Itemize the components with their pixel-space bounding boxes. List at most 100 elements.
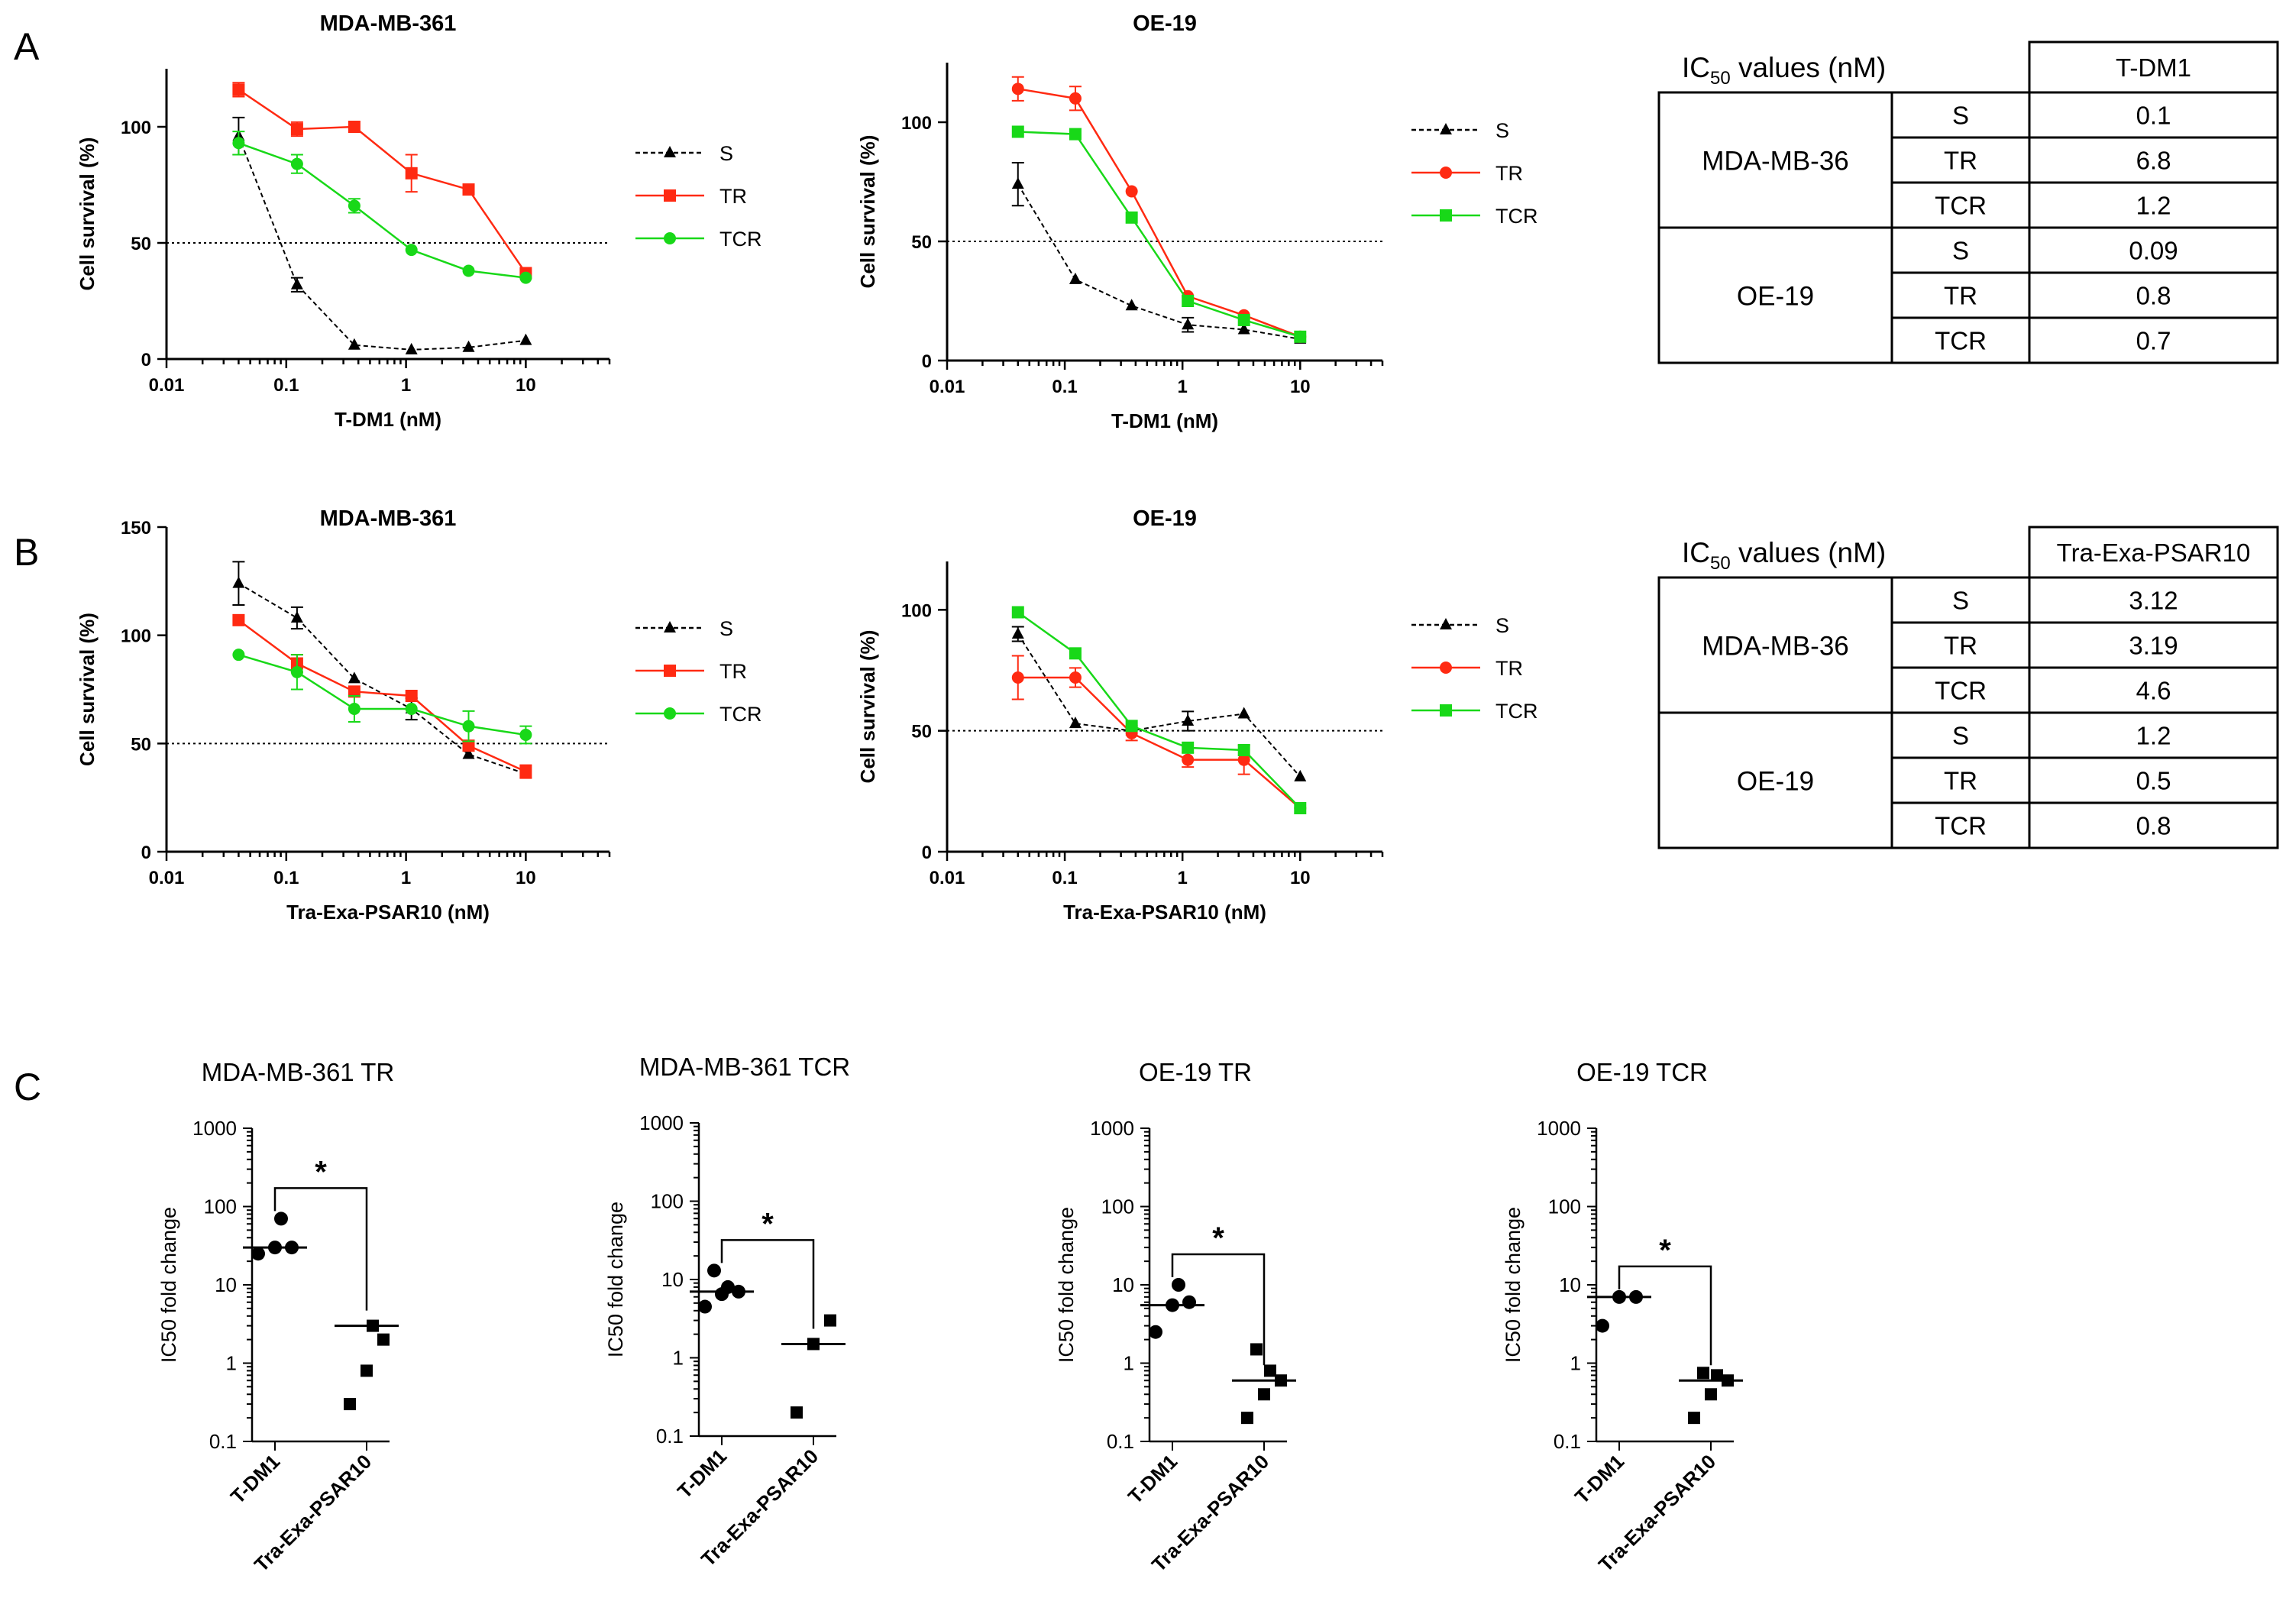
ic50-value: 1.2: [2136, 192, 2171, 220]
data-point-square: [1250, 1343, 1263, 1356]
marker-triangle: [519, 333, 532, 345]
marker-triangle: [290, 277, 303, 290]
row-group-label: MDA-MB-36: [1702, 147, 1849, 176]
marker-square: [1182, 295, 1195, 307]
ic50-value: 0.09: [2129, 237, 2178, 265]
significance-star: *: [761, 1207, 774, 1241]
significance-star: *: [1212, 1221, 1224, 1255]
legend-label: TCR: [1495, 205, 1538, 228]
x-tick-label: 0.01: [930, 868, 965, 888]
chart-title: MDA-MB-361: [320, 506, 457, 531]
data-point-square: [1711, 1369, 1723, 1382]
ic50-value: 6.8: [2136, 147, 2171, 175]
significance-bracket: [273, 1187, 368, 1311]
y-tick-label: 10: [1112, 1273, 1134, 1296]
x-tick-label: 0.01: [149, 868, 185, 888]
y-tick-label: 1: [1570, 1352, 1581, 1375]
scatter-chart-c1: MDA-MB-361 TR 0.1 1 10 100 1000 IC50 fold chan…: [157, 1058, 399, 1576]
marker-triangle: [348, 338, 361, 350]
ic50-value: 0.8: [2136, 812, 2171, 840]
row-label: S: [1952, 237, 1969, 265]
x-tick-label: T-DM1: [226, 1450, 284, 1508]
marker-circle: [664, 707, 676, 720]
x-tick-label: 0.01: [149, 375, 185, 396]
marker-circle: [462, 720, 475, 733]
marker-circle: [1069, 671, 1082, 684]
x-axis-label: Tra-Exa-PSAR10 (nM): [1063, 901, 1266, 924]
x-tick-label: 1: [1178, 377, 1188, 397]
chart-title: OE-19: [1133, 11, 1197, 36]
series-line: [238, 142, 526, 279]
legend-label: S: [1495, 614, 1509, 637]
marker-square: [1440, 704, 1452, 717]
ic50-table-tableb: IC50 values (nM) Tra-Exa-PSAR10 MDA-MB-36 S…: [1657, 526, 2279, 849]
marker-circle: [1440, 167, 1452, 179]
marker-triangle: [1069, 717, 1082, 729]
table-title: IC50 values (nM): [1682, 52, 1886, 89]
marker-square: [462, 183, 475, 196]
y-tick-label: 50: [131, 234, 151, 254]
marker-circle: [1069, 92, 1082, 105]
data-point-square: [377, 1333, 390, 1346]
data-point-square: [344, 1398, 356, 1411]
data-point-circle: [707, 1263, 721, 1278]
y-tick-label: 100: [121, 626, 151, 647]
legend-label: TR: [719, 185, 747, 208]
marker-circle: [348, 199, 361, 212]
y-tick-label: 50: [911, 232, 932, 253]
legend-label: S: [719, 142, 733, 165]
series-line: [1017, 676, 1301, 809]
series-s: [232, 116, 532, 354]
row-label: TCR: [1935, 677, 1987, 705]
marker-circle: [1011, 82, 1024, 95]
marker-square: [1069, 128, 1082, 141]
y-tick-label: 0: [141, 350, 151, 370]
marker-triangle: [1069, 272, 1082, 284]
significance-star: *: [1659, 1234, 1671, 1267]
significance-bracket: [720, 1239, 815, 1329]
marker-triangle: [405, 342, 418, 354]
marker-square: [405, 167, 418, 180]
marker-square: [1440, 209, 1452, 222]
ic50-value: 0.5: [2136, 767, 2171, 795]
marker-circle: [232, 137, 245, 150]
x-tick-label: T-DM1: [1570, 1450, 1628, 1508]
legend-label: TR: [719, 660, 747, 683]
series-line: [1017, 183, 1301, 340]
y-tick-label: 0.1: [209, 1430, 237, 1453]
marker-circle: [462, 264, 475, 277]
y-tick-label: 0: [141, 843, 151, 863]
marker-square: [1182, 741, 1195, 754]
y-tick-label: 0: [922, 843, 932, 863]
y-tick-label: 100: [901, 600, 932, 621]
y-tick-label: 0.1: [1554, 1430, 1581, 1453]
data-point-circle: [1596, 1318, 1609, 1333]
y-tick-label: 10: [661, 1268, 684, 1291]
table-title: IC50 values (nM): [1682, 537, 1886, 574]
marker-circle: [1237, 753, 1250, 766]
data-point-square: [1264, 1364, 1276, 1377]
marker-circle: [290, 157, 303, 170]
row-label: TR: [1944, 767, 1977, 795]
x-tick-label: 0.01: [930, 377, 965, 397]
row-label: S: [1952, 587, 1969, 615]
marker-triangle: [1237, 707, 1250, 719]
legend-label: TR: [1495, 657, 1523, 680]
marker-circle: [664, 232, 676, 244]
marker-circle: [405, 244, 418, 257]
ic50-table-tablea: IC50 values (nM) T-DM1 MDA-MB-36 S 0.1 TR 6.8 T…: [1657, 40, 2279, 364]
marker-square: [1294, 330, 1307, 343]
ic50-value: 0.8: [2136, 282, 2171, 310]
series-s: [1011, 162, 1307, 344]
marker-square: [1011, 606, 1024, 619]
marker-square: [290, 123, 303, 136]
y-tick-label: 1: [673, 1347, 684, 1370]
marker-square: [1125, 720, 1138, 733]
y-tick-label: 10: [1559, 1273, 1581, 1296]
y-tick-label: 50: [131, 734, 151, 755]
x-tick-label: 1: [1178, 868, 1188, 888]
data-point-circle: [1182, 1295, 1196, 1309]
y-axis-label: Cell survival (%): [856, 135, 879, 289]
